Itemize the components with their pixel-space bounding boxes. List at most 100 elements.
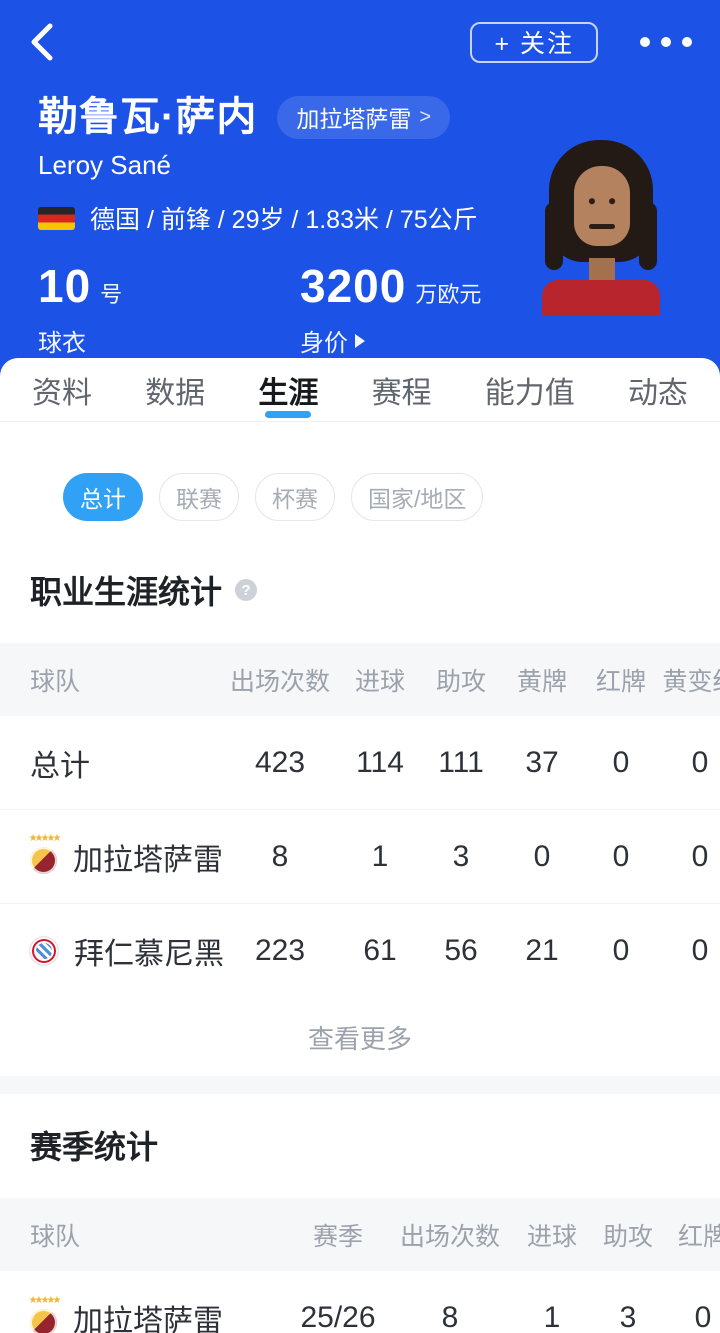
col-assists: 助攻: [602, 1222, 653, 1251]
tab-bar: 资料 数据 生涯 赛程 能力值 动态: [0, 358, 720, 422]
stat-appearances: 8: [271, 839, 289, 873]
market-value-stat[interactable]: 3200 万欧元 身价: [300, 262, 481, 358]
more-options-button[interactable]: [638, 31, 694, 53]
stat-second-yellow: 0: [691, 934, 709, 967]
jersey-number-value: 10: [38, 260, 92, 312]
filter-total[interactable]: 总计: [63, 473, 143, 521]
col-appearances: 出场次数: [399, 1222, 500, 1251]
tab-schedule[interactable]: 赛程: [370, 358, 434, 421]
player-name-row: 勒鲁瓦·萨内 加拉塔萨雷 >: [38, 92, 720, 142]
player-name-cn: 勒鲁瓦·萨内: [38, 95, 258, 139]
tab-data[interactable]: 数据: [143, 358, 207, 421]
stat-goals: 1: [371, 839, 389, 873]
tab-career[interactable]: 生涯: [256, 358, 320, 421]
stat-red-cards: 0: [612, 934, 630, 967]
career-table-header: 球队 出场次数 进球 助攻 黄牌 红牌 黄变红: [0, 643, 720, 716]
market-value-number: 3200: [300, 260, 407, 312]
career-table: 球队 出场次数 进球 助攻 黄牌 红牌 黄变红 总计 423 114 111 3…: [0, 643, 720, 998]
season-stats-section: 赛季统计 球队 赛季 出场次数 进球 助攻 红牌 ★★★★★: [0, 1094, 720, 1333]
ellipsis-dot-icon: [661, 37, 671, 47]
tab-ability[interactable]: 能力值: [483, 358, 577, 421]
col-team: 球队: [30, 667, 81, 696]
content-card: 资料 数据 生涯 赛程 能力值 动态 总计 联赛 杯赛 国家/地区 职业生涯统计…: [0, 358, 720, 1333]
stat-assists: 3: [619, 1301, 637, 1333]
player-info-row: 德国 / 前锋 / 29岁 / 1.83米 / 75公斤: [38, 200, 720, 236]
team-name: 加拉塔萨雷: [73, 1305, 223, 1333]
club-tag-label: 加拉塔萨雷: [296, 106, 412, 132]
stat-appearances: 8: [441, 1301, 459, 1333]
help-icon[interactable]: ?: [235, 579, 258, 601]
stat-yellow-cards: 21: [525, 934, 559, 967]
stat-goals: 114: [356, 745, 404, 779]
jersey-label: 球衣: [38, 323, 300, 358]
chevron-right-icon: >: [419, 105, 432, 128]
crest-ball: [30, 847, 57, 874]
ellipsis-dot-icon: [640, 37, 650, 47]
view-more-button[interactable]: 查看更多: [0, 998, 720, 1076]
stat-second-yellow: 0: [691, 839, 709, 873]
player-photo: [536, 140, 666, 316]
chevron-left-icon: [28, 22, 54, 62]
col-goals: 进球: [526, 1222, 577, 1251]
photo-red-shirt: [542, 280, 660, 316]
col-red-cards: 红牌: [595, 667, 646, 696]
market-value-label: 身价: [300, 323, 481, 358]
stat-season: 25/26: [300, 1301, 376, 1333]
stat-appearances: 223: [254, 934, 306, 967]
photo-neck: [589, 258, 615, 284]
filter-league[interactable]: 联赛: [159, 473, 239, 521]
crest-ball: [30, 1308, 57, 1333]
col-assists: 助攻: [435, 667, 486, 696]
col-goals: 进球: [354, 667, 405, 696]
stat-assists: 111: [438, 745, 484, 779]
season-section-title: 赛季统计: [30, 1129, 159, 1165]
season-table: 球队 赛季 出场次数 进球 助攻 红牌 ★★★★★ 加拉塔萨雷: [0, 1198, 720, 1333]
jersey-label-text: 球衣: [38, 330, 86, 357]
stat-goals: 1: [543, 1301, 561, 1333]
market-value-label-text: 身价: [300, 330, 348, 357]
col-second-yellow: 黄变红: [662, 667, 720, 696]
stat-red-cards: 0: [612, 745, 630, 779]
stat-assists: 3: [452, 839, 470, 873]
stat-red-cards: 0: [694, 1301, 712, 1333]
team-name: 加拉塔萨雷: [73, 843, 223, 877]
col-team: 球队: [30, 1222, 81, 1251]
stat-goals: 61: [363, 934, 397, 967]
career-section-title: 职业生涯统计: [30, 574, 223, 610]
follow-button[interactable]: + 关注: [470, 21, 598, 63]
filter-national[interactable]: 国家/地区: [351, 473, 484, 521]
club-tag[interactable]: 加拉塔萨雷 >: [277, 95, 451, 139]
career-row-total[interactable]: 总计 423 114 111 37 0 0: [0, 716, 720, 810]
player-info-line: 德国 / 前锋 / 29岁 / 1.83米 / 75公斤: [90, 206, 478, 234]
top-bar: + 关注: [0, 0, 720, 63]
market-value-unit: 万欧元: [415, 282, 482, 307]
player-name-en: Leroy Sané: [38, 150, 171, 180]
galatasaray-crest-icon: ★★★★★: [29, 1295, 61, 1333]
season-row-galatasaray[interactable]: ★★★★★ 加拉塔萨雷 25/26 8 1 3 0: [0, 1271, 720, 1333]
career-row-bayern[interactable]: 拜仁慕尼黑 223 61 56 21 0 0: [0, 904, 720, 998]
team-name: 总计: [30, 749, 90, 783]
season-table-header: 球队 赛季 出场次数 进球 助攻 红牌: [0, 1198, 720, 1271]
stat-yellow-cards: 0: [533, 839, 551, 873]
stat-yellow-cards: 37: [525, 745, 559, 779]
tab-profile[interactable]: 资料: [30, 358, 94, 421]
galatasaray-crest-icon: ★★★★★: [29, 834, 61, 874]
player-hero: + 关注 勒鲁瓦·萨内 加拉塔萨雷 > Leroy Sané 德国 / 前锋 /…: [0, 0, 720, 376]
photo-face: [574, 166, 630, 246]
stat-red-cards: 0: [612, 839, 630, 873]
col-season: 赛季: [312, 1222, 363, 1251]
career-row-galatasaray[interactable]: ★★★★★ 加拉塔萨雷 8 1 3 0 0 0: [0, 810, 720, 904]
filter-cup[interactable]: 杯赛: [255, 473, 335, 521]
career-stats-section: 职业生涯统计 ? 球队 出场次数 进球 助攻 黄牌 红牌 黄变红 总计: [0, 521, 720, 1076]
crest-stars: ★★★★★: [28, 1294, 62, 1306]
section-divider: [0, 1076, 720, 1094]
hero-stats: 10 号 球衣 3200 万欧元 身价: [38, 262, 720, 358]
tab-feed[interactable]: 动态: [626, 358, 690, 421]
germany-flag-icon: [38, 206, 75, 230]
bayern-munich-crest-icon: [30, 937, 58, 965]
jersey-number-stat: 10 号 球衣: [38, 262, 300, 358]
team-name: 拜仁慕尼黑: [74, 938, 224, 971]
col-appearances: 出场次数: [229, 667, 330, 696]
back-button[interactable]: [24, 18, 58, 66]
